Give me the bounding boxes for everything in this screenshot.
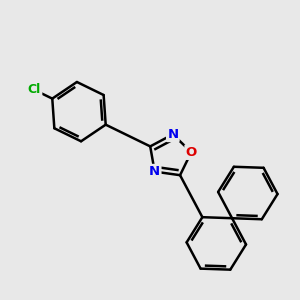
Text: N: N: [167, 128, 178, 141]
Text: N: N: [149, 165, 160, 178]
Text: Cl: Cl: [28, 83, 41, 96]
Text: O: O: [186, 146, 197, 159]
